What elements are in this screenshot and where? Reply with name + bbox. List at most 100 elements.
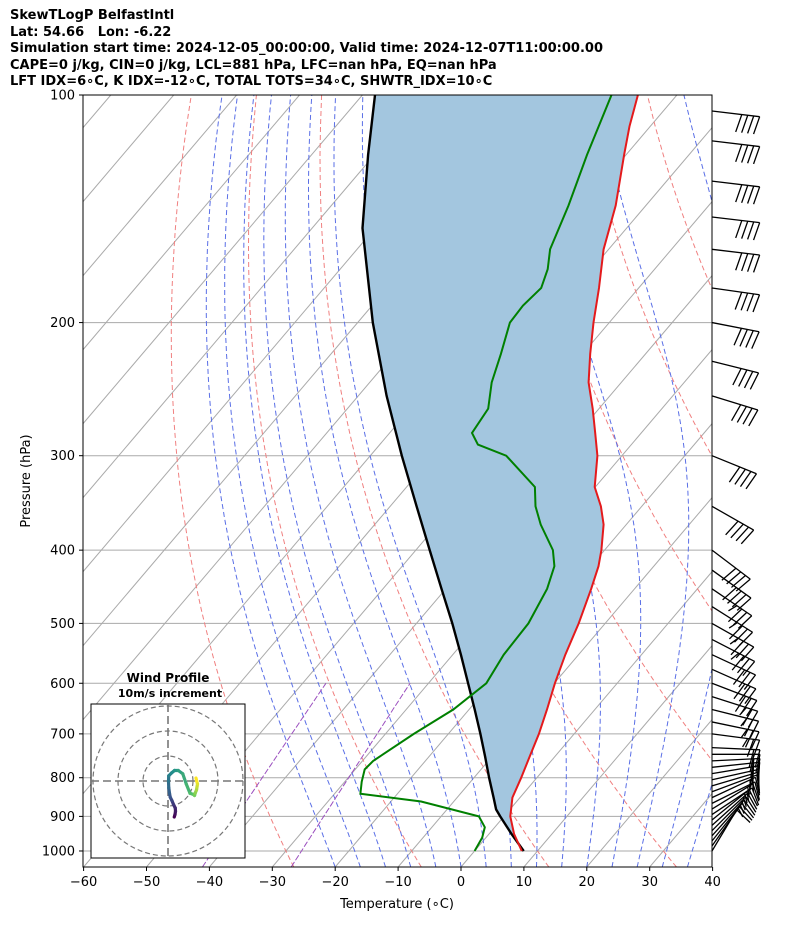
wind-barb-staff bbox=[711, 776, 756, 799]
wind-barb-flag bbox=[752, 783, 760, 802]
isotherm-line bbox=[649, 792, 712, 867]
wind-barb-staff bbox=[711, 696, 758, 712]
wind-barb-staff bbox=[711, 771, 759, 787]
wind-barb-staff bbox=[711, 216, 760, 224]
wind-barb-flag bbox=[741, 144, 749, 163]
wind-barb-flag bbox=[751, 331, 760, 349]
wind-barb-flag bbox=[754, 781, 761, 800]
wind-barb-flag bbox=[745, 473, 758, 490]
wind-barb-flag bbox=[752, 294, 761, 313]
wind-barb-staff bbox=[711, 549, 751, 580]
cape-area-fill bbox=[362, 95, 638, 851]
x-tick-label: 20 bbox=[579, 875, 596, 890]
wind-barb-flag bbox=[735, 578, 751, 592]
moist-adiabat-line bbox=[308, 95, 462, 867]
wind-barb-flag bbox=[728, 625, 743, 640]
wind-barb-flag bbox=[752, 254, 761, 273]
wind-barb bbox=[711, 747, 761, 768]
wind-barb-flag bbox=[735, 144, 743, 163]
y-tick-label: 400 bbox=[50, 544, 75, 559]
wind-barb-flag bbox=[746, 293, 755, 312]
wind-barb bbox=[711, 638, 756, 677]
wind-barb-flag bbox=[734, 628, 748, 643]
x-tick-label: −60 bbox=[70, 875, 97, 890]
wind-barb-staff bbox=[711, 321, 760, 333]
wind-barb-flag bbox=[742, 709, 753, 726]
wind-barb bbox=[711, 395, 759, 427]
wind-barb-flag bbox=[732, 611, 748, 626]
wind-barb bbox=[711, 360, 760, 390]
moist-adiabat-line bbox=[243, 95, 386, 867]
dry-adiabat-line bbox=[778, 95, 794, 867]
wind-barb-flag bbox=[727, 608, 743, 623]
wind-barb-flag bbox=[756, 758, 761, 777]
wind-barb-flag bbox=[742, 661, 756, 677]
dry-adiabat-line bbox=[581, 95, 712, 457]
wind-barb-flag bbox=[752, 739, 761, 758]
dry-adiabat-line bbox=[247, 95, 422, 867]
isotherm-line bbox=[83, 95, 426, 499]
wind-barb-staff bbox=[711, 803, 743, 842]
wind-barb-flag bbox=[746, 700, 758, 717]
wind-barb-flag bbox=[741, 253, 749, 272]
wind-barb-staff bbox=[711, 110, 760, 118]
isotherm-line bbox=[83, 95, 237, 277]
wind-barb-staff bbox=[711, 799, 745, 837]
hodograph-title: Wind Profile bbox=[127, 671, 210, 685]
wind-barb-flag bbox=[735, 184, 743, 203]
wind-barb-flag bbox=[747, 786, 750, 797]
wind-barb-staff bbox=[711, 774, 758, 793]
wind-barb-flag bbox=[743, 371, 754, 389]
wind-barb-flag bbox=[722, 587, 737, 601]
wind-barb-flag bbox=[741, 115, 749, 133]
wind-barb-flag bbox=[732, 669, 746, 685]
wind-barb-flag bbox=[735, 526, 749, 542]
wind-barb-staff bbox=[711, 569, 752, 599]
wind-barb-flag bbox=[731, 594, 747, 608]
wind-barb-staff bbox=[711, 792, 749, 826]
wind-barb-flag bbox=[725, 520, 739, 536]
y-tick-label: 300 bbox=[50, 449, 75, 464]
isotherm-line bbox=[334, 422, 712, 867]
wind-barb-flag bbox=[743, 674, 757, 690]
wind-barb bbox=[711, 287, 761, 313]
wind-barb-flag bbox=[734, 468, 746, 485]
wind-barb bbox=[711, 505, 755, 545]
wind-barb bbox=[711, 216, 761, 241]
wind-barb-flag bbox=[728, 605, 738, 612]
y-tick-label: 800 bbox=[50, 771, 75, 786]
wind-barb-flag bbox=[740, 292, 749, 311]
wind-barb bbox=[711, 569, 752, 611]
x-tick-label: −20 bbox=[321, 875, 348, 890]
wind-barb-staff bbox=[711, 796, 747, 832]
wind-barb bbox=[711, 696, 759, 728]
wind-barb bbox=[711, 799, 756, 837]
wind-barb bbox=[711, 606, 754, 646]
wind-barb-flag bbox=[737, 615, 753, 629]
y-tick-label: 100 bbox=[50, 89, 75, 104]
wind-barb-flag bbox=[727, 590, 742, 604]
wind-barb bbox=[711, 733, 761, 758]
wind-barb-flag bbox=[748, 409, 759, 427]
wind-barb-flag bbox=[740, 646, 755, 662]
x-tick-label: −30 bbox=[259, 875, 286, 890]
wind-barb-flag bbox=[736, 597, 752, 611]
wind-barb-flag bbox=[751, 762, 755, 782]
wind-barb-flag bbox=[743, 799, 756, 816]
y-tick-label: 1000 bbox=[42, 844, 75, 859]
wind-barb-flag bbox=[739, 471, 752, 488]
moist-adiabat-line bbox=[686, 782, 712, 867]
wind-barb-staff bbox=[711, 588, 753, 617]
wind-barb-flag bbox=[733, 328, 743, 346]
wind-barb-staff bbox=[711, 606, 753, 633]
wind-barb bbox=[711, 783, 760, 810]
wind-barb-staff bbox=[711, 721, 760, 733]
wind-barb-flag bbox=[739, 804, 745, 814]
wind-barb-flag bbox=[736, 809, 751, 823]
wind-barb-flag bbox=[739, 329, 748, 347]
wind-barb-flag bbox=[744, 688, 757, 704]
dewpoint-line bbox=[359, 95, 613, 852]
location-line: Lat: 54.66 Lon: -6.22 bbox=[10, 24, 172, 40]
hodograph-inset: Wind Profile 10m/s increment bbox=[90, 671, 246, 859]
